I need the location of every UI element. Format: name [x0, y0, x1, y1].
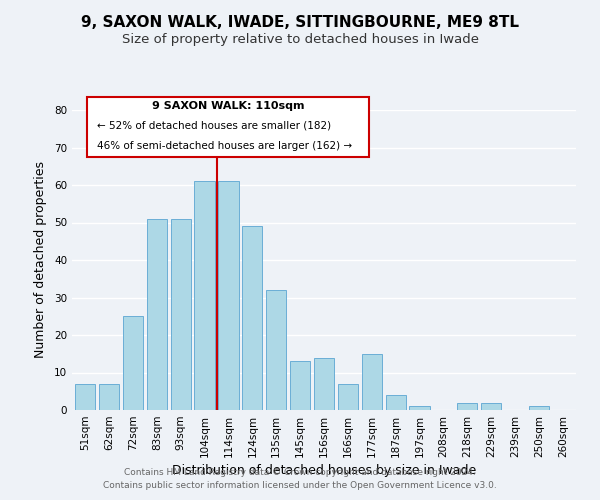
FancyBboxPatch shape	[87, 96, 370, 156]
Bar	[529, 406, 549, 410]
Bar	[266, 290, 286, 410]
Bar	[338, 384, 358, 410]
Bar	[75, 384, 95, 410]
Bar	[362, 354, 382, 410]
Bar	[242, 226, 262, 410]
Text: 46% of semi-detached houses are larger (162) →: 46% of semi-detached houses are larger (…	[97, 140, 352, 150]
Bar	[314, 358, 334, 410]
Bar	[481, 402, 502, 410]
Text: Contains public sector information licensed under the Open Government Licence v3: Contains public sector information licen…	[103, 480, 497, 490]
Bar	[457, 402, 478, 410]
Text: Contains HM Land Registry data © Crown copyright and database right 2024.: Contains HM Land Registry data © Crown c…	[124, 468, 476, 477]
Bar	[218, 181, 239, 410]
Bar	[386, 395, 406, 410]
Bar	[123, 316, 143, 410]
Bar	[194, 181, 215, 410]
Bar	[146, 219, 167, 410]
Text: 9 SAXON WALK: 110sqm: 9 SAXON WALK: 110sqm	[152, 100, 304, 110]
Bar	[409, 406, 430, 410]
Bar	[99, 384, 119, 410]
Text: 9, SAXON WALK, IWADE, SITTINGBOURNE, ME9 8TL: 9, SAXON WALK, IWADE, SITTINGBOURNE, ME9…	[81, 15, 519, 30]
Text: Size of property relative to detached houses in Iwade: Size of property relative to detached ho…	[121, 32, 479, 46]
Bar	[290, 361, 310, 410]
Bar	[170, 219, 191, 410]
Y-axis label: Number of detached properties: Number of detached properties	[34, 162, 47, 358]
X-axis label: Distribution of detached houses by size in Iwade: Distribution of detached houses by size …	[172, 464, 476, 477]
Text: ← 52% of detached houses are smaller (182): ← 52% of detached houses are smaller (18…	[97, 120, 331, 130]
